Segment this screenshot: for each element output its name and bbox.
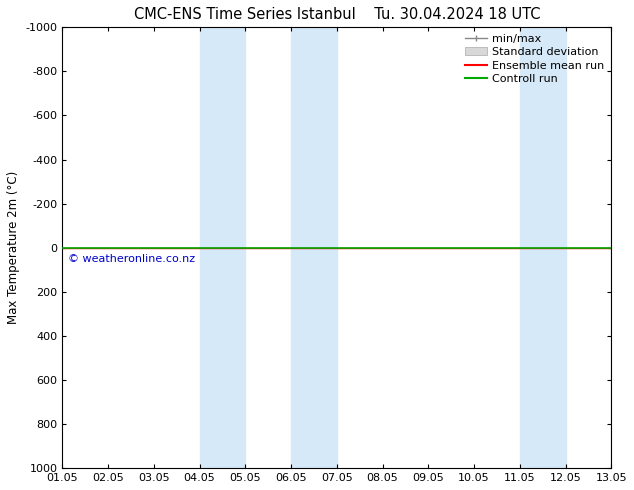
- Text: © weatheronline.co.nz: © weatheronline.co.nz: [68, 254, 195, 264]
- Title: CMC-ENS Time Series Istanbul    Tu. 30.04.2024 18 UTC: CMC-ENS Time Series Istanbul Tu. 30.04.2…: [134, 7, 540, 22]
- Y-axis label: Max Temperature 2m (°C): Max Temperature 2m (°C): [7, 171, 20, 324]
- Bar: [520, 27, 566, 468]
- Legend: min/max, Standard deviation, Ensemble mean run, Controll run: min/max, Standard deviation, Ensemble me…: [460, 29, 609, 88]
- Bar: [200, 27, 245, 468]
- Bar: [291, 27, 337, 468]
- Bar: [611, 27, 634, 468]
